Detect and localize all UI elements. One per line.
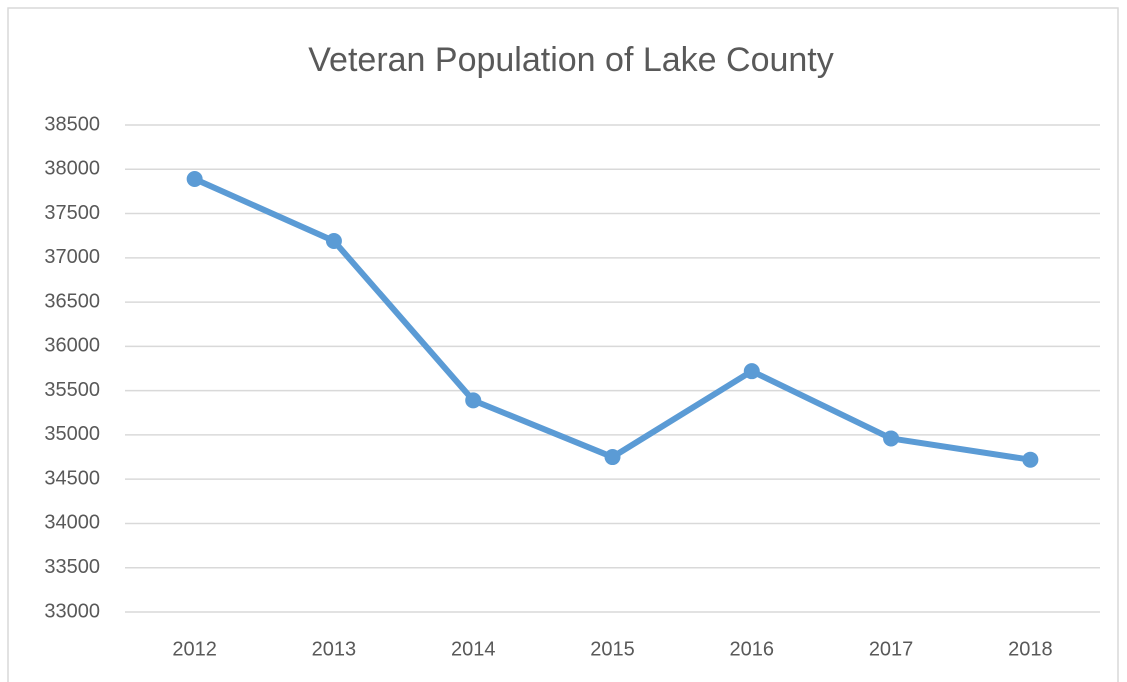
x-tick-label: 2012 xyxy=(172,638,217,660)
y-tick-label: 35500 xyxy=(44,379,100,401)
data-point xyxy=(743,363,760,380)
x-tick-label: 2013 xyxy=(312,638,357,660)
data-point xyxy=(604,449,621,466)
data-point xyxy=(465,392,482,409)
y-tick-label: 33000 xyxy=(44,600,100,622)
y-tick-label: 36500 xyxy=(44,290,100,312)
y-tick-label: 34500 xyxy=(44,467,100,489)
chart-title: Veteran Population of Lake County xyxy=(308,41,834,79)
y-tick-label: 33500 xyxy=(44,556,100,578)
x-tick-label: 2016 xyxy=(730,638,775,660)
y-tick-label: 35000 xyxy=(44,423,100,445)
x-tick-label: 2018 xyxy=(1008,638,1053,660)
y-tick-label: 36000 xyxy=(44,335,100,357)
y-tick-label: 34000 xyxy=(44,512,100,534)
y-tick-label: 37500 xyxy=(44,202,100,224)
data-point xyxy=(1022,451,1039,468)
x-tick-label: 2015 xyxy=(590,638,635,660)
x-tick-label: 2017 xyxy=(869,638,914,660)
y-tick-label: 38000 xyxy=(44,158,100,180)
y-tick-label: 37000 xyxy=(44,246,100,268)
data-point xyxy=(325,232,342,249)
data-point xyxy=(883,430,900,447)
y-tick-label: 38500 xyxy=(44,113,100,135)
data-point xyxy=(186,171,203,188)
x-tick-label: 2014 xyxy=(451,638,496,660)
chart-frame xyxy=(7,7,1119,682)
